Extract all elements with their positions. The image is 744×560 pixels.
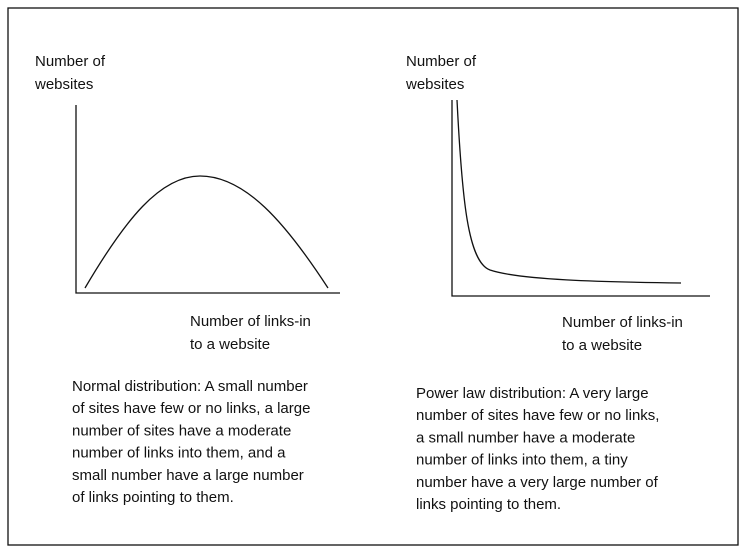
caption-line: of links pointing to them.: [72, 489, 234, 506]
labels: Number of websites Number of links-in to a …: [34, 53, 683, 513]
caption-line: number of links into them, and a: [72, 445, 286, 462]
axes: [75, 105, 340, 294]
caption-line: Normal distribution: A small number: [72, 378, 308, 395]
y-axis-label: websites: [405, 76, 464, 93]
caption-line: number of sites have a moderate: [72, 422, 291, 439]
frame: [7, 7, 739, 546]
y-axis-label: Number of: [406, 53, 477, 70]
caption-line: of sites have few or no links, a large: [72, 400, 310, 417]
x-axis-label: to a website: [562, 337, 642, 354]
panel-power: [451, 99, 710, 297]
caption-line: number of links into them, a tiny: [416, 452, 628, 469]
caption-line: number have a very large number of: [416, 474, 659, 491]
caption-line: a small number have a moderate: [416, 429, 635, 446]
caption-line: Power law distribution: A very large: [416, 385, 649, 402]
caption-line: number of sites have few or no links,: [416, 407, 659, 424]
y-axis-label: Number of: [35, 53, 106, 70]
x-axis-label: to a website: [190, 336, 270, 353]
normal-curve: [84, 175, 329, 289]
y-axis-label: websites: [34, 76, 93, 93]
x-axis-label: Number of links-in: [190, 313, 311, 330]
x-axis-label: Number of links-in: [562, 314, 683, 331]
caption-line: small number have a large number: [72, 467, 304, 484]
caption-line: links pointing to them.: [416, 496, 561, 513]
panel-normal: [75, 105, 340, 294]
power-law-curve: [456, 99, 682, 284]
axes: [451, 100, 710, 297]
